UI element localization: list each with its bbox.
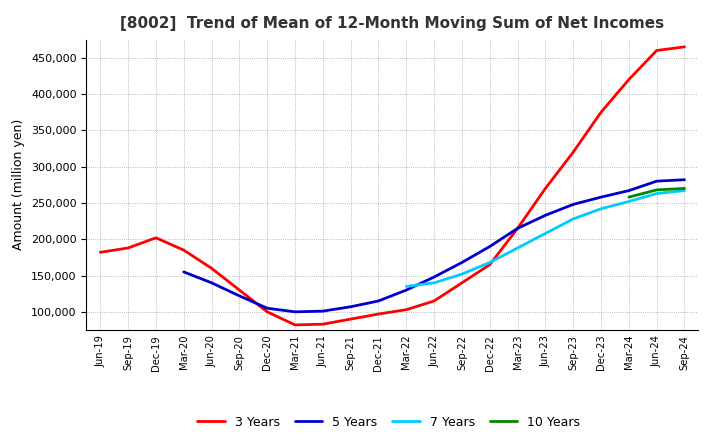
7 Years xyxy=(541,231,550,236)
7 Years xyxy=(458,271,467,277)
7 Years xyxy=(430,280,438,286)
Line: 10 Years: 10 Years xyxy=(629,188,685,197)
3 Years xyxy=(569,150,577,155)
3 Years xyxy=(152,235,161,240)
3 Years xyxy=(124,246,132,251)
5 Years xyxy=(207,280,216,286)
3 Years xyxy=(96,249,104,255)
7 Years xyxy=(624,199,633,204)
5 Years xyxy=(513,226,522,231)
5 Years xyxy=(291,309,300,315)
Line: 5 Years: 5 Years xyxy=(184,180,685,312)
3 Years xyxy=(263,309,271,315)
5 Years xyxy=(624,188,633,193)
10 Years xyxy=(680,186,689,191)
7 Years xyxy=(402,284,410,289)
Y-axis label: Amount (million yen): Amount (million yen) xyxy=(12,119,25,250)
5 Years xyxy=(485,244,494,249)
3 Years xyxy=(346,316,355,322)
Line: 7 Years: 7 Years xyxy=(406,191,685,286)
3 Years xyxy=(179,247,188,253)
7 Years xyxy=(680,188,689,193)
Line: 3 Years: 3 Years xyxy=(100,47,685,325)
3 Years xyxy=(513,226,522,231)
5 Years xyxy=(402,287,410,293)
7 Years xyxy=(485,260,494,265)
3 Years xyxy=(541,186,550,191)
3 Years xyxy=(374,312,383,317)
7 Years xyxy=(513,246,522,251)
10 Years xyxy=(624,194,633,200)
5 Years xyxy=(318,308,327,314)
3 Years xyxy=(430,298,438,304)
5 Years xyxy=(597,194,606,200)
3 Years xyxy=(402,307,410,312)
5 Years xyxy=(430,275,438,280)
5 Years xyxy=(458,260,467,265)
3 Years xyxy=(458,280,467,286)
3 Years xyxy=(291,322,300,327)
3 Years xyxy=(207,266,216,271)
3 Years xyxy=(652,48,661,53)
3 Years xyxy=(597,110,606,115)
Legend: 3 Years, 5 Years, 7 Years, 10 Years: 3 Years, 5 Years, 7 Years, 10 Years xyxy=(192,411,585,434)
5 Years xyxy=(652,179,661,184)
3 Years xyxy=(318,322,327,327)
3 Years xyxy=(624,77,633,82)
3 Years xyxy=(235,287,243,293)
5 Years xyxy=(541,213,550,218)
10 Years xyxy=(652,187,661,193)
Title: [8002]  Trend of Mean of 12-Month Moving Sum of Net Incomes: [8002] Trend of Mean of 12-Month Moving … xyxy=(120,16,665,32)
7 Years xyxy=(652,191,661,196)
5 Years xyxy=(346,304,355,309)
5 Years xyxy=(569,202,577,207)
5 Years xyxy=(263,305,271,311)
7 Years xyxy=(597,206,606,211)
5 Years xyxy=(374,298,383,304)
5 Years xyxy=(179,269,188,275)
7 Years xyxy=(569,216,577,222)
5 Years xyxy=(235,293,243,298)
3 Years xyxy=(680,44,689,49)
5 Years xyxy=(680,177,689,182)
3 Years xyxy=(485,262,494,267)
